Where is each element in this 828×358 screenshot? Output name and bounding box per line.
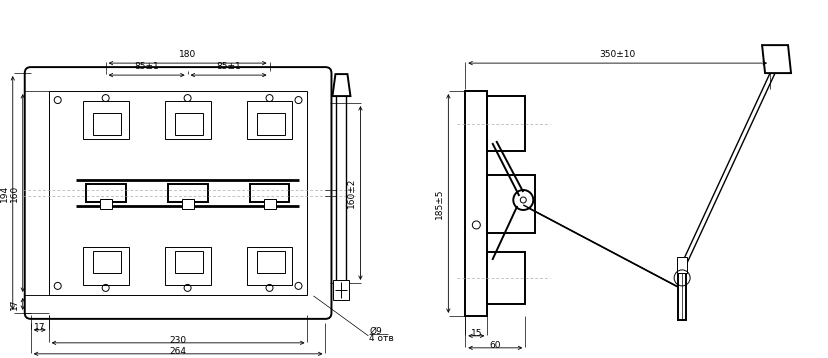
Bar bbox=[249, 184, 289, 202]
Bar bbox=[246, 101, 292, 139]
Text: 350±10: 350±10 bbox=[599, 50, 635, 59]
Bar bbox=[256, 251, 284, 273]
Bar bbox=[83, 101, 128, 139]
Text: 180: 180 bbox=[179, 50, 196, 59]
Text: 17: 17 bbox=[34, 323, 46, 332]
Bar bbox=[99, 199, 112, 209]
Bar bbox=[167, 184, 207, 202]
Bar bbox=[256, 113, 284, 135]
Text: 194: 194 bbox=[0, 184, 9, 202]
Bar bbox=[181, 199, 194, 209]
Polygon shape bbox=[761, 45, 790, 73]
Bar bbox=[83, 247, 128, 285]
Text: 60: 60 bbox=[489, 341, 500, 350]
Text: 264: 264 bbox=[170, 347, 186, 356]
Circle shape bbox=[520, 197, 526, 203]
Bar bbox=[93, 113, 121, 135]
Bar bbox=[333, 280, 349, 300]
Bar bbox=[85, 184, 126, 202]
Polygon shape bbox=[332, 74, 350, 96]
Bar bbox=[175, 113, 202, 135]
Text: 160: 160 bbox=[10, 184, 19, 202]
Text: Ø9: Ø9 bbox=[369, 326, 382, 335]
Bar bbox=[676, 257, 686, 273]
Bar bbox=[487, 175, 535, 233]
Text: 230: 230 bbox=[170, 336, 186, 345]
Bar bbox=[487, 96, 525, 151]
Bar bbox=[487, 252, 525, 304]
Text: 160±2: 160±2 bbox=[347, 178, 356, 208]
Bar bbox=[465, 91, 487, 316]
Text: 17: 17 bbox=[10, 298, 19, 310]
Bar bbox=[93, 251, 121, 273]
Text: 85±1: 85±1 bbox=[216, 62, 241, 71]
Bar bbox=[677, 260, 686, 320]
Text: 15: 15 bbox=[470, 329, 482, 338]
Bar bbox=[165, 101, 210, 139]
Text: 185±5: 185±5 bbox=[435, 188, 444, 219]
Bar bbox=[165, 247, 210, 285]
Text: 4 отв: 4 отв bbox=[369, 334, 393, 343]
Bar bbox=[263, 199, 275, 209]
Text: 85±1: 85±1 bbox=[134, 62, 159, 71]
Bar bbox=[246, 247, 292, 285]
Bar bbox=[175, 251, 202, 273]
FancyBboxPatch shape bbox=[25, 67, 331, 319]
Bar bbox=[49, 91, 307, 295]
